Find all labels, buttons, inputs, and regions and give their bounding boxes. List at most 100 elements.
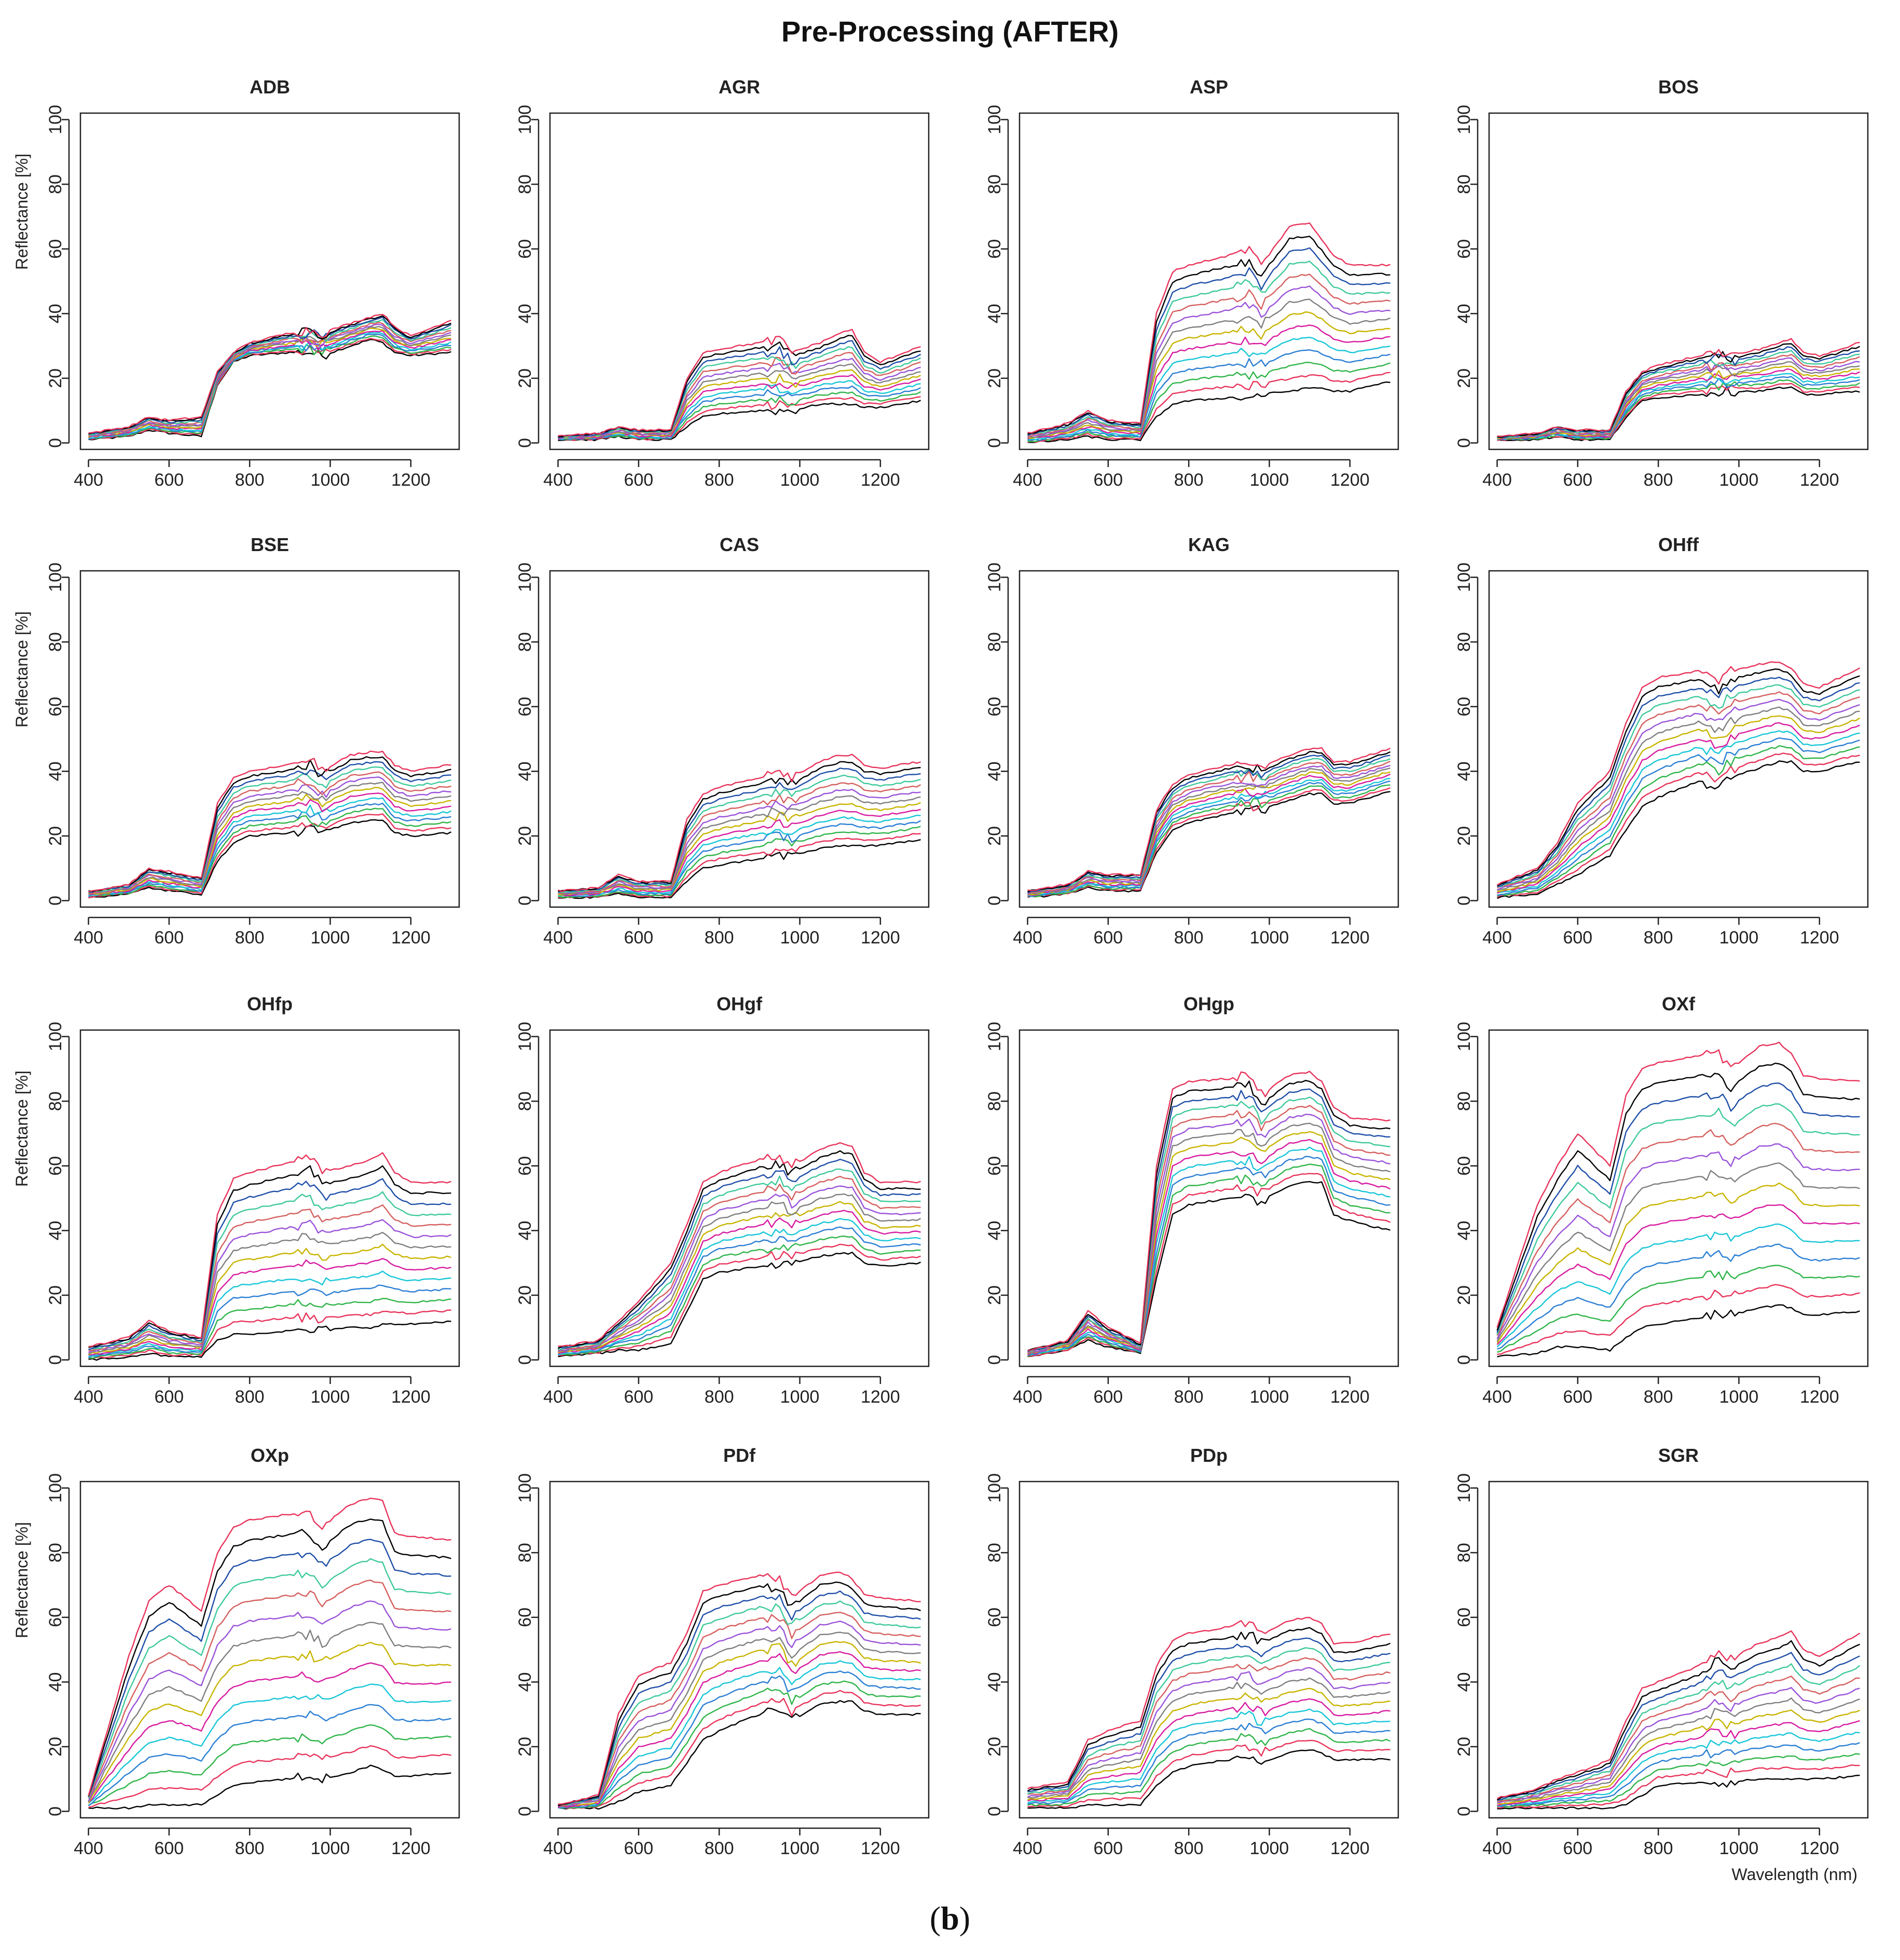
panel-agr: AGR 0 20 40 60 80 100 400 600 800 1000 1200: [515, 76, 930, 490]
y-tick-label: 40: [985, 1221, 1004, 1240]
x-tick-label: 600: [624, 470, 653, 490]
spectrum-line: [1497, 1676, 1860, 1802]
y-tick-label: 60: [985, 239, 1004, 259]
spectrum-line: [558, 1600, 921, 1806]
x-tick-label: 1200: [1330, 1839, 1370, 1858]
spectrum-line: [558, 1243, 921, 1356]
y-tick-label: 60: [46, 697, 65, 717]
spectrum-line: [558, 1700, 921, 1810]
x-tick-label: 1200: [1330, 1387, 1370, 1407]
spectrum-line: [88, 782, 451, 895]
spectrum-line: [88, 1165, 451, 1348]
spectrum-line: [1497, 368, 1861, 440]
x-tick-label: 1200: [1330, 470, 1370, 490]
x-tick-label: 1200: [861, 470, 900, 490]
y-tick-label: 40: [515, 1221, 535, 1240]
spectrum-line: [558, 1168, 921, 1350]
spectrum-line: [1496, 661, 1861, 886]
spectrum-line: [88, 1243, 451, 1355]
y-tick-label: 40: [985, 761, 1004, 781]
plot-frame: [549, 570, 930, 908]
spectrum-line: [1496, 1204, 1860, 1345]
y-tick-label: 20: [1454, 1737, 1474, 1757]
plot-frame: [1018, 112, 1399, 450]
plot-frame: [1488, 1029, 1869, 1367]
x-tick-label: 800: [705, 1387, 734, 1407]
spectrum-line: [558, 1218, 921, 1355]
spectrum-line: [558, 358, 921, 439]
x-tick-label: 1200: [1800, 470, 1839, 490]
spectrum-line: [558, 1670, 921, 1808]
x-tick-label: 1200: [861, 928, 900, 948]
spectrum-line: [88, 1662, 451, 1803]
spectrum-line: [1027, 273, 1390, 438]
y-tick-label: 0: [515, 1355, 535, 1365]
y-axis-title: Reflectance [%]: [12, 1071, 31, 1187]
y-axis-title: Reflectance [%]: [12, 611, 31, 728]
y-tick-label: 60: [46, 1608, 65, 1627]
spectrum-line: [1496, 752, 1860, 898]
x-tick-label: 400: [1482, 470, 1512, 490]
panel-asp: ASP 0 20 40 60 80 100 400 600 800 1000 1200: [985, 76, 1399, 490]
x-tick-label: 600: [1563, 1387, 1592, 1407]
spectrum-line: [1497, 677, 1860, 887]
y-tick-label: 40: [1454, 304, 1474, 323]
spectrum-line: [1027, 791, 1390, 898]
spectrum-line: [88, 1579, 451, 1799]
x-tick-label: 800: [1174, 928, 1204, 948]
plot-frame: [1488, 570, 1869, 908]
spectrum-line: [1497, 1284, 1860, 1355]
spectrum-line: [1496, 1640, 1860, 1801]
spectrum-line: [558, 1158, 921, 1349]
x-tick-label: 400: [1482, 1387, 1512, 1407]
spectrum-line: [88, 327, 451, 438]
spectrum-line: [1497, 737, 1860, 896]
panel-sgr: SGR 0 20 40 60 80 100 400 600 800 1000 1200 Waveleng…: [1454, 1445, 1869, 1884]
y-tick-label: 80: [1454, 1543, 1474, 1562]
x-tick-label: 1200: [391, 1387, 431, 1407]
x-tick-label: 400: [1482, 928, 1512, 948]
y-tick-label: 60: [515, 239, 535, 259]
spectrum-line: [1027, 362, 1390, 443]
spectrum-line: [1027, 1739, 1390, 1807]
x-tick-label: 1000: [1250, 1387, 1289, 1407]
x-tick-label: 400: [543, 1839, 573, 1858]
spectrum-line: [1497, 668, 1860, 886]
y-tick-label: 100: [46, 1022, 65, 1051]
spectrum-line: [1496, 745, 1860, 897]
spectrum-line: [1027, 747, 1391, 892]
spectrum-line: [1027, 236, 1390, 435]
y-tick-label: 20: [1454, 1285, 1474, 1305]
panel-title: OHgf: [717, 993, 763, 1015]
spectrum-line: [1027, 1163, 1390, 1357]
spectrum-line: [88, 1518, 451, 1797]
y-tick-label: 80: [46, 174, 65, 194]
spectrum-line: [1497, 684, 1860, 887]
y-tick-label: 60: [1454, 239, 1474, 259]
y-tick-label: 40: [1454, 1221, 1474, 1240]
spectrum-line: [558, 815, 921, 897]
spectrum-line: [1027, 261, 1390, 436]
spectrum-line: [1497, 1753, 1860, 1808]
y-tick-label: 80: [985, 174, 1004, 194]
spectrum-line: [1027, 1156, 1390, 1356]
spectrum-line: [88, 313, 451, 434]
caption-open: (: [929, 1900, 941, 1937]
panel-oxf: OXf 0 20 40 60 80 100 400 600 800 1000 1200: [1454, 993, 1869, 1407]
panel-title: OXp: [251, 1445, 289, 1466]
spectrum-line: [1027, 1637, 1390, 1792]
spectrum-line: [88, 1178, 451, 1350]
spectrum-line: [1496, 698, 1860, 890]
y-tick-label: 0: [985, 1355, 1004, 1365]
x-tick-label: 600: [1093, 1839, 1123, 1858]
spectrum-line: [1496, 722, 1860, 894]
y-tick-label: 0: [1454, 1806, 1474, 1816]
spectrum-line: [1497, 361, 1860, 439]
spectrum-line: [558, 1571, 921, 1805]
spectrum-line: [558, 346, 921, 438]
spectrum-line: [1497, 760, 1860, 899]
y-tick-label: 100: [1454, 1022, 1474, 1051]
spectrum-line: [1027, 784, 1390, 897]
y-tick-label: 0: [46, 896, 65, 906]
y-tick-label: 60: [985, 697, 1004, 717]
